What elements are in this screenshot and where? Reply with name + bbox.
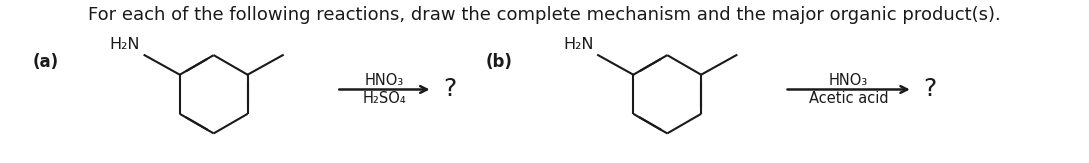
Text: HNO₃: HNO₃ bbox=[829, 73, 868, 88]
Text: (a): (a) bbox=[33, 53, 59, 71]
Text: Acetic acid: Acetic acid bbox=[809, 91, 889, 106]
Text: ?: ? bbox=[443, 77, 456, 102]
Text: (b): (b) bbox=[486, 53, 513, 71]
Text: H₂SO₄: H₂SO₄ bbox=[363, 91, 406, 106]
Text: ?: ? bbox=[923, 77, 937, 102]
Text: H₂N: H₂N bbox=[563, 37, 594, 52]
Text: For each of the following reactions, draw the complete mechanism and the major o: For each of the following reactions, dra… bbox=[88, 6, 1001, 24]
Text: H₂N: H₂N bbox=[110, 37, 140, 52]
Text: HNO₃: HNO₃ bbox=[365, 73, 404, 88]
